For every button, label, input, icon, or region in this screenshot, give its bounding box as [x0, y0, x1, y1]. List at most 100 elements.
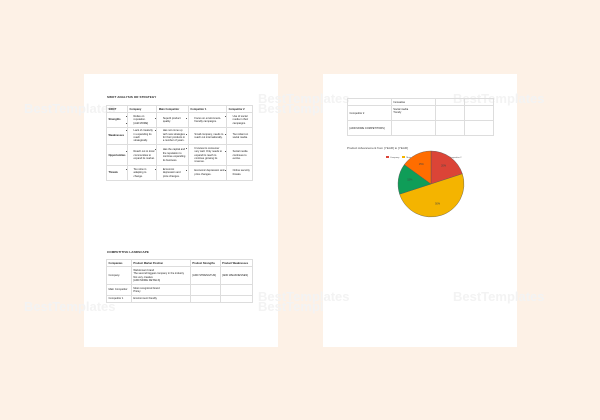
watermark: BestTemplates: [258, 289, 350, 304]
company-name: Main Competitor: [106, 284, 132, 296]
table-row: Main Competitor Most recognized brand Pric…: [106, 284, 254, 296]
bullet-list: Too reliant on social media.: [229, 133, 251, 140]
bullet-list: Superb product quality.: [159, 117, 187, 124]
bullet-item: [Add MORE]: [134, 122, 155, 125]
column-header: Competitor 2: [226, 104, 253, 114]
product-weaknesses: [463, 97, 495, 107]
position-line: Trendy: [393, 111, 402, 115]
bullet-list: Economic depression and price changes.: [159, 168, 187, 178]
table-cell: Superb product quality.: [156, 112, 189, 128]
bullet-list: Small company, needs to reach out intern…: [190, 133, 224, 140]
table-header-row: Companies Product Market Position Product …: [106, 258, 254, 268]
chart-title: Product Advancement from [YEAR] to [YEAR…: [347, 146, 408, 150]
pie-data-label: 20%: [441, 165, 447, 168]
product-strengths: [189, 284, 221, 296]
column-header: Product Market Position: [130, 258, 191, 268]
table-row: [ADD MORE COMPETITORS]: [347, 120, 495, 137]
company-name: Competitor 1: [106, 294, 132, 304]
bullet-item: Reach out to local communities to expand…: [134, 150, 155, 160]
column-header: Product Strengths: [189, 258, 221, 268]
table-cell: Economic depression and price changes.: [156, 165, 189, 181]
position-line: Innovative: [393, 100, 406, 104]
bullet-list: Too slow in adapting to change.: [130, 168, 155, 178]
watermark: BestTemplates: [258, 91, 350, 106]
bullet-item: Economic depression and price changes.: [163, 168, 187, 178]
bullet-list: Relies on reputation.[Add MORE]: [130, 115, 155, 125]
pie-slice-competitor-2: [404, 150, 432, 185]
table-cell: Focus on environment-friendly campaigns.: [187, 112, 228, 128]
pie-slice-main-competitor: [399, 173, 465, 218]
table-row: Company Well-known brand The second bigges…: [106, 266, 254, 286]
position-line: [ADD MORE DETAILS]: [133, 279, 161, 283]
watermark: BestTemplates: [453, 289, 545, 304]
product-weaknesses: [ADD WEAKNESSES]: [219, 266, 254, 286]
pie-data-label: 15%: [407, 179, 413, 182]
legend-label: Company: [390, 157, 400, 159]
position-line: The second biggest company in the indust…: [133, 272, 185, 276]
bullet-list: Social media continues to evolve.: [229, 150, 251, 160]
bullet-item: Has the capital and the reputation to co…: [163, 148, 187, 162]
landscape-table: Companies Product Market Position Product …: [106, 258, 254, 304]
table-cell: Lack of creativity in expanding its reac…: [127, 126, 158, 146]
bullet-item: Has not come up with new strategies for …: [163, 129, 187, 143]
product-strengths: [189, 294, 221, 304]
landscape-heading: COMPETITIVE LANDSCAPE: [107, 250, 149, 254]
bullet-list: Lack of creativity in expanding its reac…: [130, 129, 155, 143]
table-cell: Small company, needs to reach out intern…: [187, 126, 228, 146]
column-header: SWOT: [105, 104, 129, 114]
table-header-row: SWOT Company Main Competitor Competitor 1 Co…: [105, 104, 253, 114]
market-position: Environment friendly: [130, 294, 191, 304]
position-line: Pricey: [133, 289, 141, 293]
bullet-item: Online security threats.: [233, 169, 251, 176]
position-line: Not very creative: [133, 275, 153, 279]
column-header: Companies: [106, 258, 132, 268]
column-header: Main Competitor: [156, 104, 189, 114]
bullet-list: Online security threats.: [229, 169, 251, 176]
table-cell: Economic depression and price changes.: [187, 165, 228, 181]
table-cell: Relies on reputation.[Add MORE]: [127, 112, 158, 128]
bullet-list: Use of social media in their campaigns.: [229, 115, 251, 125]
table-row: Opportunities Reach out to local communit…: [105, 144, 253, 167]
bullet-item: Social media continues to evolve.: [233, 150, 251, 160]
watermark: BestTemplates: [24, 299, 116, 314]
landscape-table-continued: Innovative Competitor 2 Social media Trendy…: [347, 97, 495, 137]
bullet-list: Has not come up with new strategies for …: [159, 129, 187, 143]
bullet-item: Use of social media in their campaigns.: [233, 115, 251, 125]
table-row: Innovative: [347, 97, 495, 107]
table-cell: Has the capital and the reputation to co…: [156, 144, 189, 167]
bullet-item: Superb product quality.: [163, 117, 187, 124]
bullet-item: Small company, needs to reach out intern…: [194, 133, 224, 140]
position-line: Environment friendly: [133, 297, 157, 301]
column-header: Competitor 1: [187, 104, 228, 114]
market-position: Most recognized brand Pricey: [130, 284, 191, 296]
table-row: WeaknessesLack of creativity in expandin…: [105, 126, 253, 146]
market-position: Well-known brand The second biggest compa…: [130, 266, 191, 286]
table-cell: Too reliant on social media.: [226, 126, 253, 146]
column-header: Company: [127, 104, 158, 114]
watermark: BestTemplates: [24, 101, 116, 116]
document-page-2: BestTemplates BestTemplates BestTemplate…: [258, 74, 545, 347]
bullet-item: Too reliant on social media.: [233, 133, 251, 140]
row-label: Threats: [105, 165, 129, 181]
table-row: StrengthsRelies on reputation.[Add MORE]…: [105, 112, 253, 128]
bullet-item: Relies on reputation.: [134, 115, 155, 122]
legend-label: Competitor 2: [448, 157, 462, 159]
table-cell: Reach out to local communities to expand…: [127, 144, 158, 167]
company-name: Company: [106, 266, 132, 286]
table-cell: Online security threats.: [226, 165, 253, 181]
pie-slice-company: [430, 150, 463, 185]
bullet-item: It knows its consumer very well. Only ne…: [194, 147, 224, 164]
legend-swatch: [402, 156, 406, 158]
product-weaknesses: [219, 294, 254, 304]
table-row: Competitor 2 Social media Trendy: [347, 105, 495, 122]
table-row: Threats Too slow in adapting to change. Ec…: [105, 165, 253, 181]
table-cell: Social media continues to evolve.: [226, 144, 253, 167]
bullet-item: Economic depression and price changes.: [194, 169, 224, 176]
bullet-item: Too slow in adapting to change.: [134, 168, 155, 178]
swot-table: SWOT Company Main Competitor Competitor 1 Co…: [105, 104, 253, 181]
pie-data-label: 50%: [435, 202, 441, 205]
table-cell: Too slow in adapting to change.: [127, 165, 158, 181]
table-cell: Has not come up with new strategies for …: [156, 126, 189, 146]
bullet-item: Lack of creativity in expanding its reac…: [134, 129, 155, 143]
bullet-list: Economic depression and price changes.: [190, 169, 224, 176]
